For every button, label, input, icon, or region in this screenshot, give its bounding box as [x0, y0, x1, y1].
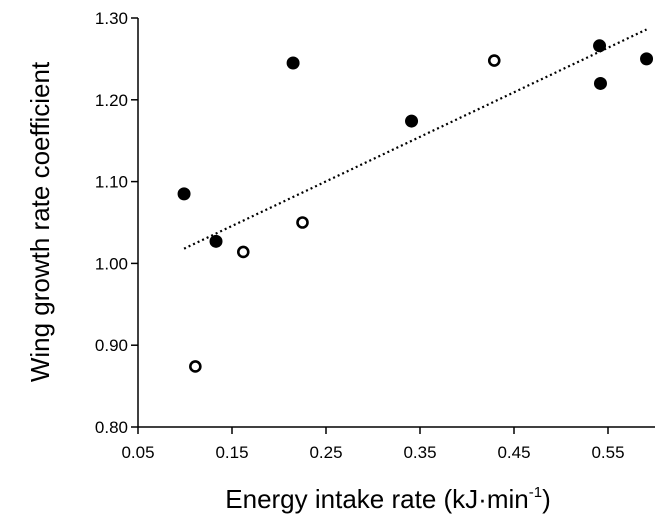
y-axis-ticks: 0.80 0.90 1.00 1.10 1.20 1.30: [95, 9, 138, 437]
y-tick-label: 1.30: [95, 9, 128, 28]
open-data-point: [189, 360, 202, 373]
y-tick-label: 1.20: [95, 91, 128, 110]
filled-data-point: [209, 234, 223, 248]
x-tick-label: 0.35: [403, 443, 436, 462]
x-axis-title-superscript: -1: [529, 484, 542, 501]
y-tick-label: 1.00: [95, 254, 128, 273]
y-axis-title: Wing growth rate coefficient: [25, 61, 55, 382]
trendline: [183, 28, 648, 250]
x-axis-title: Energy intake rate (kJ·min-1): [225, 484, 550, 514]
filled-data-point: [593, 39, 607, 53]
open-data-point: [487, 54, 501, 67]
open-data-point: [236, 245, 250, 259]
filled-data-point: [286, 56, 300, 70]
x-tick-label: 0.25: [309, 443, 342, 462]
y-tick-label: 0.90: [95, 336, 128, 355]
data-points: [177, 39, 654, 373]
open-data-point: [296, 216, 309, 229]
axes: [137, 18, 655, 428]
x-tick-label: 0.05: [121, 443, 154, 462]
x-tick-label: 0.15: [215, 443, 248, 462]
y-tick-label: 1.10: [95, 173, 128, 192]
filled-data-point: [177, 187, 191, 201]
x-axis-ticks: 0.05 0.15 0.25 0.35 0.45 0.55: [121, 427, 625, 462]
x-tick-label: 0.55: [591, 443, 624, 462]
x-tick-label: 0.45: [497, 443, 530, 462]
filled-data-point: [593, 76, 607, 90]
x-axis-title-suffix: ): [542, 484, 551, 514]
filled-data-point: [405, 114, 419, 128]
filled-data-point: [640, 52, 654, 66]
x-axis-title-main: Energy intake rate (kJ·min: [225, 484, 528, 514]
y-tick-label: 0.80: [95, 418, 128, 437]
